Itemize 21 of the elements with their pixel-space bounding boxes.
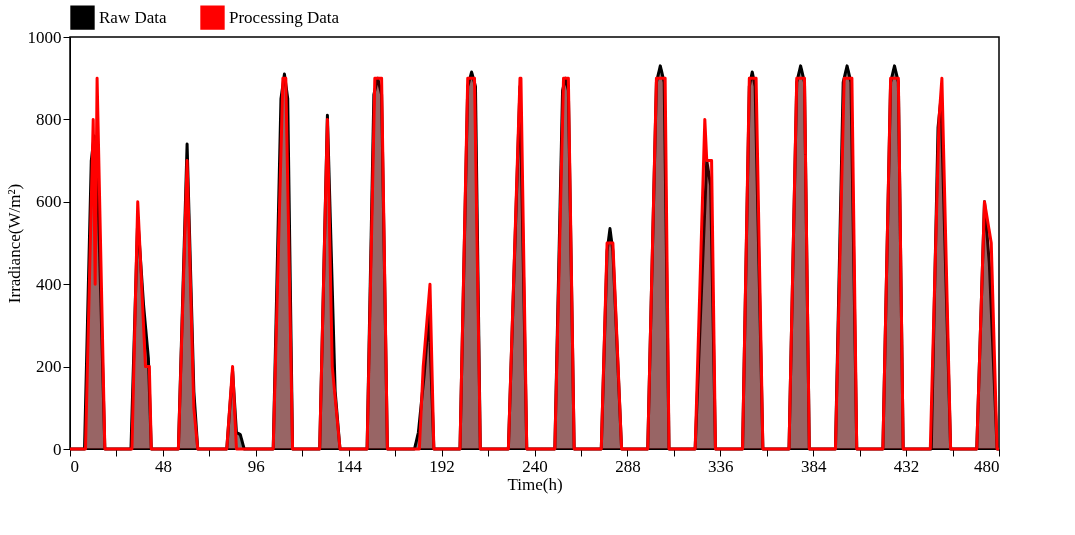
x-tick-label: 144 — [336, 456, 363, 476]
x-tick-label: 240 — [522, 456, 548, 476]
x-tick-label: 288 — [615, 456, 641, 476]
y-tick-label: 400 — [36, 274, 62, 294]
x-tick-label: 384 — [800, 456, 827, 476]
y-tick-label: 0 — [53, 439, 62, 459]
legend-label: Processing Data — [229, 7, 340, 27]
x-tick-label: 192 — [429, 456, 455, 476]
y-tick-label: 600 — [36, 192, 62, 212]
y-axis-title: Irradiance(W/m²) — [4, 183, 24, 304]
x-axis-title: Time(h) — [507, 474, 563, 494]
x-tick-label: 0 — [70, 456, 79, 476]
x-tick-label: 432 — [893, 456, 920, 476]
x-tick-label: 480 — [974, 456, 1000, 476]
y-tick-label: 200 — [36, 357, 62, 377]
x-tick-label: 96 — [247, 456, 265, 476]
y-tick-label: 800 — [36, 109, 62, 129]
x-tick-label: 48 — [154, 456, 172, 476]
x-tick-label: 336 — [708, 456, 734, 476]
y-tick-label: 1000 — [27, 27, 62, 47]
legend-label: Raw Data — [99, 7, 167, 27]
